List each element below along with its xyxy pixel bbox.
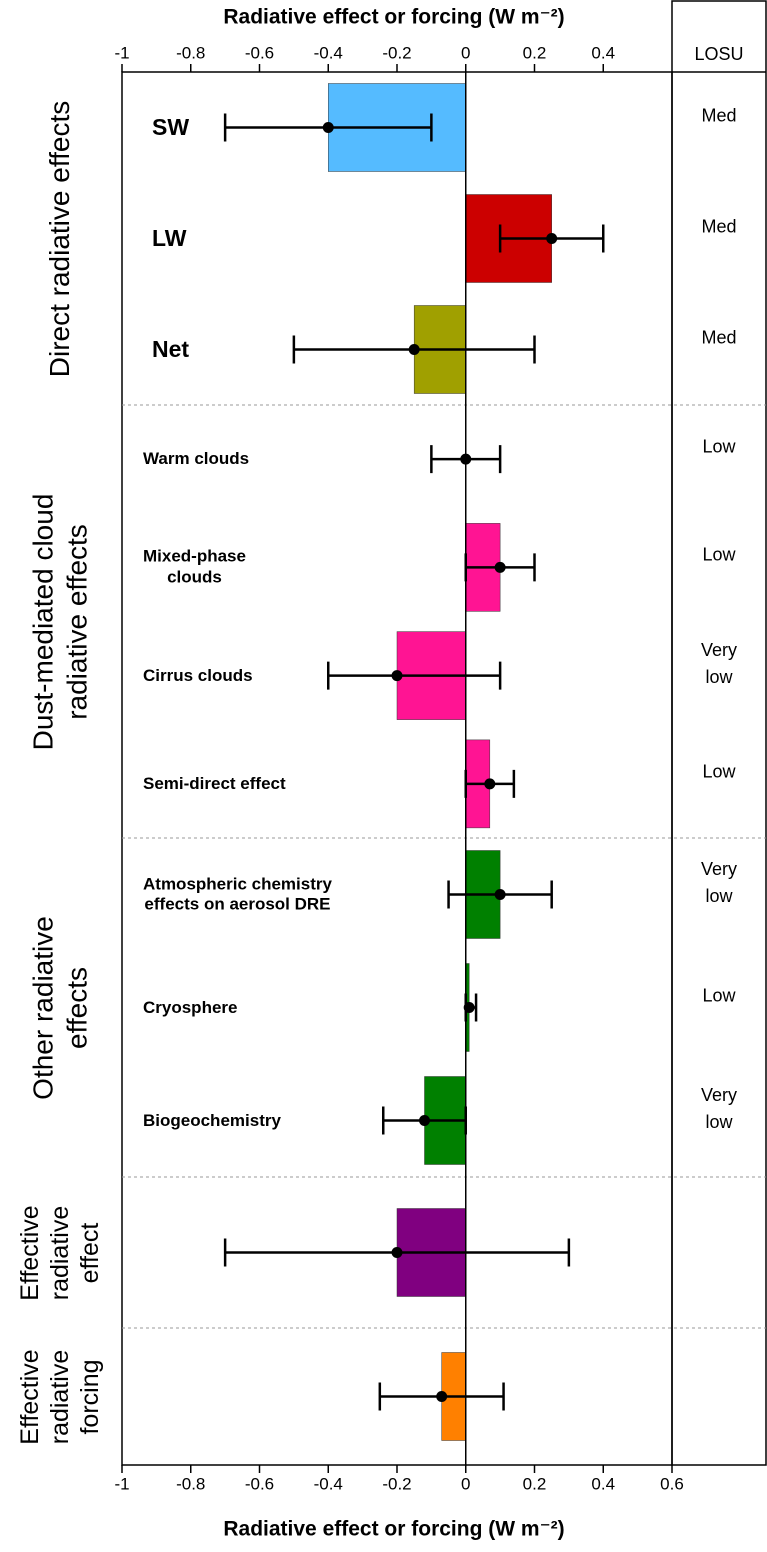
losu-label: Very low xyxy=(700,639,738,687)
losu-frame xyxy=(671,0,767,1466)
value-dot xyxy=(419,1115,430,1126)
losu-label: Med xyxy=(701,216,737,236)
losu-label: Low xyxy=(702,985,736,1005)
x-tick-label: 0.4 xyxy=(591,1474,615,1493)
losu-label: Very low xyxy=(700,1084,738,1132)
x-tick-label: 0.6 xyxy=(660,1474,684,1493)
x-tick-label-top: -0.8 xyxy=(176,43,205,62)
value-dot xyxy=(494,889,506,900)
losu-header: LOSU xyxy=(694,44,743,64)
x-tick-label: 0 xyxy=(461,1474,470,1493)
category-label: Net xyxy=(152,335,190,362)
category-label: Warm clouds xyxy=(143,448,250,468)
x-tick-label-top: 0 xyxy=(461,43,470,62)
category-label: Cryosphere xyxy=(143,997,238,1017)
category-label: Mixed-phase clouds xyxy=(143,546,246,587)
x-tick-label-top: -0.4 xyxy=(314,43,343,62)
group-label: Direct radiative effects xyxy=(44,100,76,377)
value-dot xyxy=(436,1391,448,1402)
x-tick-label-top: -0.2 xyxy=(382,43,411,62)
x-tick-label-top: 0.2 xyxy=(523,43,547,62)
x-tick-label: -0.4 xyxy=(314,1474,343,1493)
x-axis-title-top: Radiative effect or forcing (W m⁻²) xyxy=(223,6,564,29)
category-label: Cirrus clouds xyxy=(143,665,253,685)
category-label: LW xyxy=(152,224,187,251)
group-label: Effective radiative effect xyxy=(16,1204,104,1301)
value-dot xyxy=(494,561,506,573)
category-label: SW xyxy=(152,113,190,140)
value-dot xyxy=(391,670,403,682)
group-label: Effective radiative forcing xyxy=(16,1348,104,1445)
value-dot xyxy=(546,233,558,244)
x-tick-label: 0.2 xyxy=(523,1474,547,1493)
category-label: Semi-direct effect xyxy=(143,773,286,793)
x-tick-label: -0.8 xyxy=(176,1474,205,1493)
x-axis-title-bottom: Radiative effect or forcing (W m⁻²) xyxy=(223,1518,564,1541)
x-tick-label-top: -0.6 xyxy=(245,43,274,62)
losu-label: Med xyxy=(701,327,737,347)
group-label: Other radiative effects xyxy=(27,915,92,1100)
losu-label: Low xyxy=(702,436,736,457)
value-dot xyxy=(322,122,334,133)
x-tick-label: -1 xyxy=(114,1474,129,1493)
x-tick-label: -0.6 xyxy=(245,1474,274,1493)
category-label: Biogeochemistry xyxy=(143,1110,281,1130)
x-tick-label-top: 0.4 xyxy=(591,43,615,62)
value-dot xyxy=(484,778,496,790)
losu-label: Low xyxy=(702,544,736,565)
group-label: Dust-mediated cloud radiative effects xyxy=(27,493,92,750)
losu-label: Low xyxy=(702,761,736,782)
losu-label: Very low xyxy=(700,858,738,906)
category-label: Atmospheric chemistry effects on aerosol… xyxy=(143,874,332,914)
x-tick-label: -0.2 xyxy=(382,1474,411,1493)
losu-label: Med xyxy=(701,105,737,125)
value-dot xyxy=(391,1247,403,1258)
value-dot xyxy=(408,344,420,355)
x-tick-label-top: -1 xyxy=(114,43,129,62)
